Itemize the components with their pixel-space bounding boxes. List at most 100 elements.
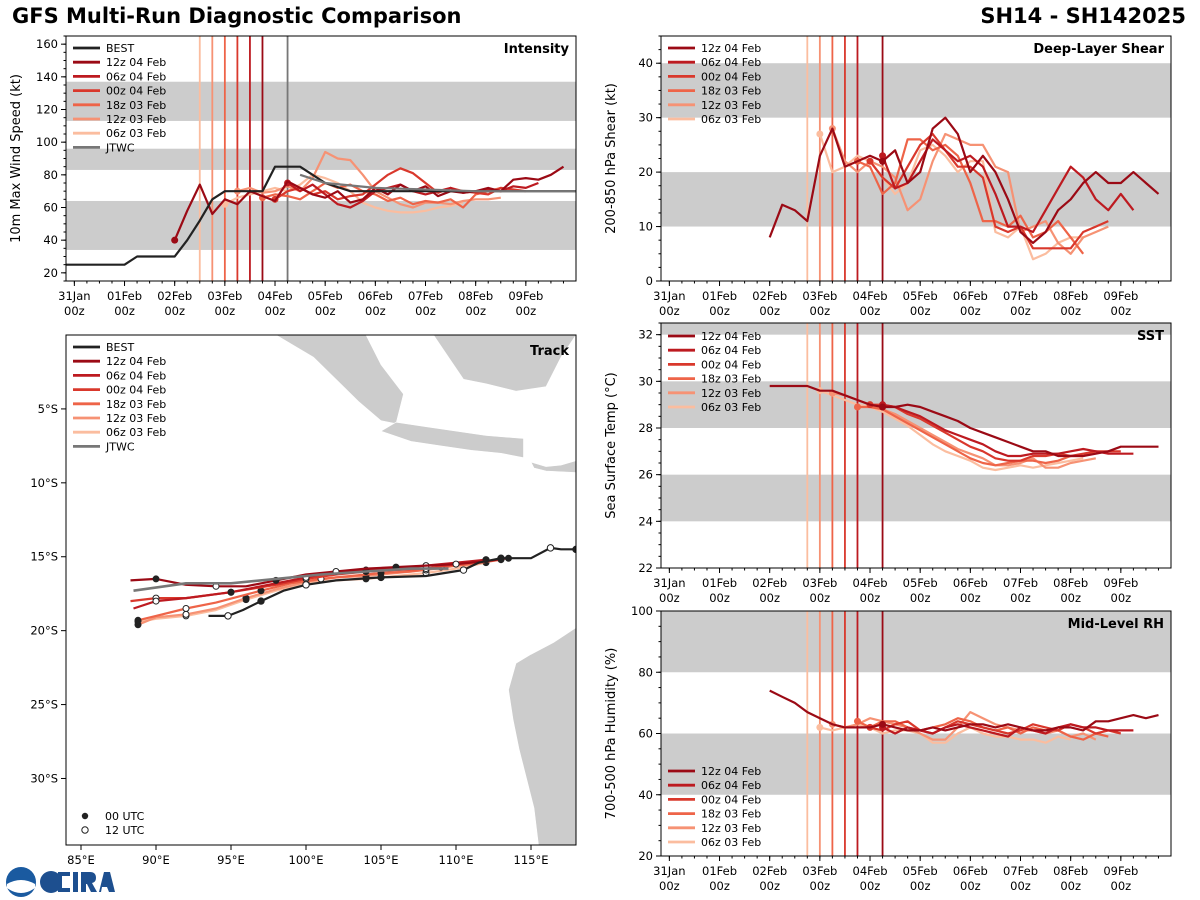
legend-label: 00z 04 Feb: [701, 70, 761, 83]
y-tick-label: 100: [631, 604, 653, 618]
x-tick-label: 02Feb: [752, 864, 787, 878]
x-tick-label: 00z: [659, 591, 680, 605]
x-tick-label: 00z: [265, 304, 286, 318]
x-tick-label: 00z: [860, 591, 881, 605]
legend-label: 18z 03 Feb: [701, 373, 761, 386]
x-tick-label: 00z: [810, 304, 831, 318]
legend-label: 00z 04 Feb: [106, 384, 166, 397]
y-tick-label: 60: [638, 727, 653, 741]
x-tick-label: 90°E: [142, 853, 170, 867]
x-tick-label: 00z: [114, 304, 135, 318]
x-tick-label: 03Feb: [802, 576, 837, 590]
y-tick-label: 40: [638, 788, 653, 802]
y-tick-label: 100: [36, 135, 58, 149]
y-tick-label: 20°S: [30, 624, 58, 638]
panel-title: SST: [1137, 329, 1164, 344]
x-tick-label: 00z: [64, 304, 85, 318]
init-marker: [816, 723, 824, 731]
shaded-band: [66, 200, 576, 250]
x-tick-label: 05Feb: [308, 289, 343, 303]
track-marker: [452, 560, 460, 568]
legend-label: 12z 03 Feb: [701, 99, 761, 112]
jtwc-line: [299, 173, 576, 193]
y-axis-label: Sea Surface Temp (°C): [604, 372, 619, 519]
init-marker: [816, 130, 824, 138]
legend-label: 18z 03 Feb: [701, 808, 761, 821]
track-marker: [182, 610, 190, 618]
best-track-marker: [459, 566, 468, 574]
y-tick-label: 22: [638, 561, 653, 575]
shaded-band: [661, 172, 1171, 227]
panel-track: 85°E 90°E 95°E 100°E 105°E 110°E 115°E 5°S 10°S 1…: [30, 334, 577, 867]
init-marker: [879, 403, 887, 411]
legend-label: 12z 03 Feb: [701, 387, 761, 400]
y-tick-label: 0: [646, 274, 653, 288]
x-tick-label: 04Feb: [853, 576, 888, 590]
legend-label: BEST: [106, 341, 134, 354]
track-marker: [134, 616, 142, 624]
y-tick-label: 24: [638, 514, 653, 528]
x-tick-label: 00z: [415, 304, 436, 318]
y-tick-label: 26: [638, 468, 653, 482]
shaded-band: [66, 81, 576, 121]
legend-label: 00z 04 Feb: [701, 358, 761, 371]
track-marker: [152, 597, 160, 605]
x-tick-label: 06Feb: [358, 289, 393, 303]
x-tick-label: 00z: [516, 304, 537, 318]
panel-title: Mid-Level RH: [1068, 617, 1164, 632]
marker-legend-filled: [81, 812, 89, 820]
x-tick-label: 31Jan: [653, 289, 685, 303]
x-tick-label: 31Jan: [58, 289, 90, 303]
x-tick-label: 00z: [709, 591, 730, 605]
legend-label: 18z 03 Feb: [106, 398, 166, 411]
logo-group: [6, 867, 115, 897]
noaa-logo-wave: [7, 880, 35, 893]
x-tick-label: 00z: [1060, 879, 1081, 893]
shaded-band: [661, 63, 1171, 118]
y-tick-label: 30: [638, 111, 653, 125]
legend-label: 06z 04 Feb: [106, 369, 166, 382]
y-tick-label: 20: [43, 266, 58, 280]
marker-legend-open: [81, 826, 89, 834]
x-tick-label: 04Feb: [258, 289, 293, 303]
panel-rh: 2040608010031Jan00z01Feb00z02Feb00z03Feb…: [604, 604, 1172, 893]
best-track-marker: [302, 581, 310, 589]
best-track-marker: [377, 573, 385, 582]
panel-title: Intensity: [504, 42, 570, 57]
x-tick-label: 00z: [759, 879, 780, 893]
x-tick-label: 04Feb: [853, 289, 888, 303]
track-line-1: [130, 557, 509, 588]
series-line-5: [832, 391, 1097, 469]
x-tick-label: 00z: [960, 304, 981, 318]
x-tick-label: 06Feb: [953, 289, 988, 303]
track-marker: [182, 604, 190, 612]
x-tick-label: 00z: [910, 879, 931, 893]
x-tick-label: 00z: [759, 304, 780, 318]
x-tick-label: 00z: [1010, 591, 1031, 605]
marker-legend-label: 00 UTC: [105, 810, 145, 823]
y-tick-label: 15°S: [30, 550, 58, 564]
series-line-1: [768, 116, 1160, 244]
x-tick-label: 08Feb: [1053, 576, 1088, 590]
x-tick-label: 00z: [465, 304, 486, 318]
x-tick-label: 05Feb: [903, 576, 938, 590]
init-marker: [853, 717, 861, 725]
legend-label: 00z 04 Feb: [106, 85, 166, 98]
x-tick-label: 02Feb: [752, 289, 787, 303]
storm-id-title: SH14 - SH142025: [980, 4, 1186, 28]
init-marker: [879, 152, 887, 160]
init-marker: [853, 403, 861, 411]
x-tick-label: 00z: [659, 879, 680, 893]
land-mass: [508, 627, 576, 845]
best-track-marker: [224, 612, 232, 620]
x-tick-label: 105°E: [364, 853, 399, 867]
shaded-band: [661, 733, 1171, 795]
x-tick-label: 31Jan: [653, 864, 685, 878]
x-tick-label: 08Feb: [458, 289, 493, 303]
y-tick-label: 20: [638, 165, 653, 179]
x-tick-label: 00z: [860, 879, 881, 893]
y-axis-label: 700-500 hPa Humidity (%): [604, 648, 619, 820]
y-tick-label: 30: [638, 374, 653, 388]
x-tick-label: 02Feb: [752, 576, 787, 590]
x-tick-label: 09Feb: [1103, 864, 1138, 878]
